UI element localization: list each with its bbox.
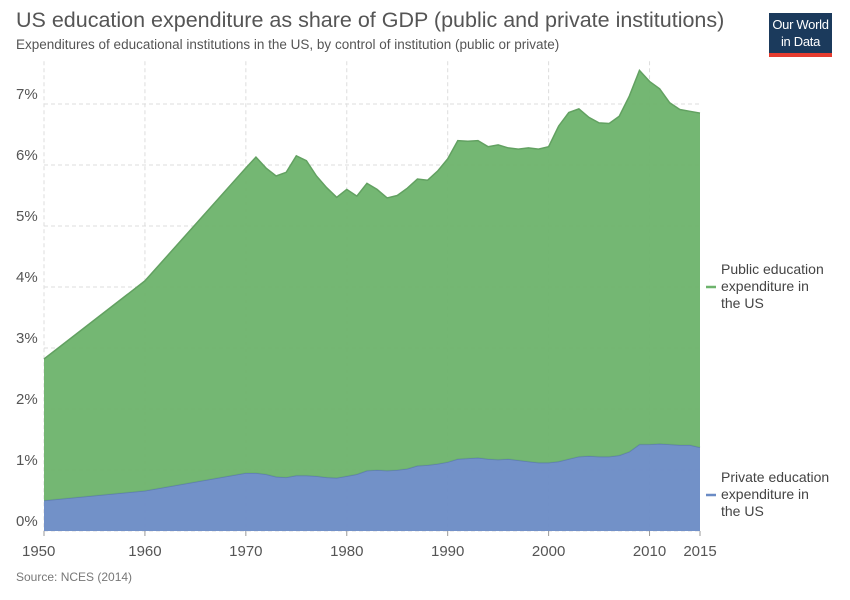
x-tick-label: 1990 — [431, 543, 464, 560]
y-tick-label: 2% — [16, 391, 38, 408]
x-tick-label: 2000 — [532, 543, 565, 560]
x-tick-label: 1980 — [330, 543, 363, 560]
logo-line-1: Our World — [772, 17, 829, 32]
x-tick-label: 1950 — [22, 543, 55, 560]
y-tick-label: 4% — [16, 269, 38, 286]
y-tick-label: 7% — [16, 86, 38, 103]
area-series-1[interactable] — [44, 70, 700, 501]
y-tick-label: 1% — [16, 452, 38, 469]
y-tick-label: 0% — [16, 513, 38, 530]
owid-logo[interactable]: Our World in Data — [769, 13, 832, 57]
legend-label-0[interactable]: Private education expenditure in the US — [721, 469, 829, 519]
x-tick-label: 2010 — [633, 543, 666, 560]
x-tick-label: 1960 — [128, 543, 161, 560]
legend-label-1[interactable]: Public education expenditure in the US — [721, 261, 824, 311]
x-tick-label: 2015 — [683, 543, 716, 560]
chart-subtitle: Expenditures of educational institutions… — [16, 37, 560, 52]
area-edge-1 — [43, 69, 701, 360]
y-tick-label: 3% — [16, 330, 38, 347]
source-note[interactable]: Source: NCES (2014) — [16, 570, 133, 584]
logo-line-2: in Data — [780, 34, 821, 49]
chart-areas — [43, 69, 701, 531]
axis-labels: 0% 1% 2% 3% 4% 5% 6% 7% 1950 1960 1970 1980 1990 2000… — [16, 86, 717, 560]
legend: Public education expenditure in the US Priv… — [706, 261, 829, 519]
x-tick-label: 1970 — [229, 543, 262, 560]
y-tick-label: 5% — [16, 208, 38, 225]
chart-title: US education expenditure as share of GDP… — [16, 8, 725, 32]
y-tick-label: 6% — [16, 147, 38, 164]
area-series-0[interactable] — [44, 443, 700, 531]
